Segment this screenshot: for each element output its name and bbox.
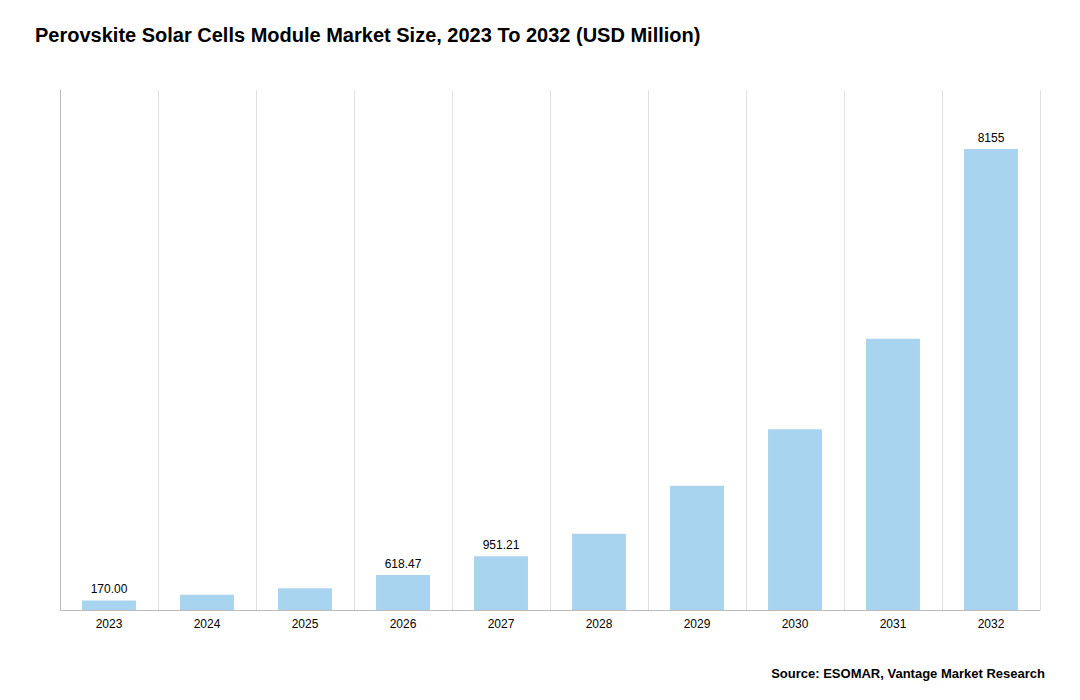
- svg-text:2024: 2024: [194, 617, 221, 631]
- svg-text:2031: 2031: [880, 617, 907, 631]
- svg-text:2029: 2029: [684, 617, 711, 631]
- svg-text:170.00: 170.00: [91, 582, 128, 596]
- svg-text:2026: 2026: [390, 617, 417, 631]
- svg-text:2030: 2030: [782, 617, 809, 631]
- svg-text:2023: 2023: [96, 617, 123, 631]
- svg-text:Perovskite Solar Cells Module: Perovskite Solar Cells Module Market Siz…: [35, 24, 700, 46]
- svg-text:2027: 2027: [488, 617, 515, 631]
- svg-text:Source: ESOMAR, Vantage Market: Source: ESOMAR, Vantage Market Research: [771, 666, 1045, 681]
- svg-text:951.21: 951.21: [483, 538, 520, 552]
- svg-text:2025: 2025: [292, 617, 319, 631]
- svg-text:8155: 8155: [978, 131, 1005, 145]
- svg-text:2032: 2032: [978, 617, 1005, 631]
- svg-text:2028: 2028: [586, 617, 613, 631]
- svg-text:618.47: 618.47: [385, 557, 422, 571]
